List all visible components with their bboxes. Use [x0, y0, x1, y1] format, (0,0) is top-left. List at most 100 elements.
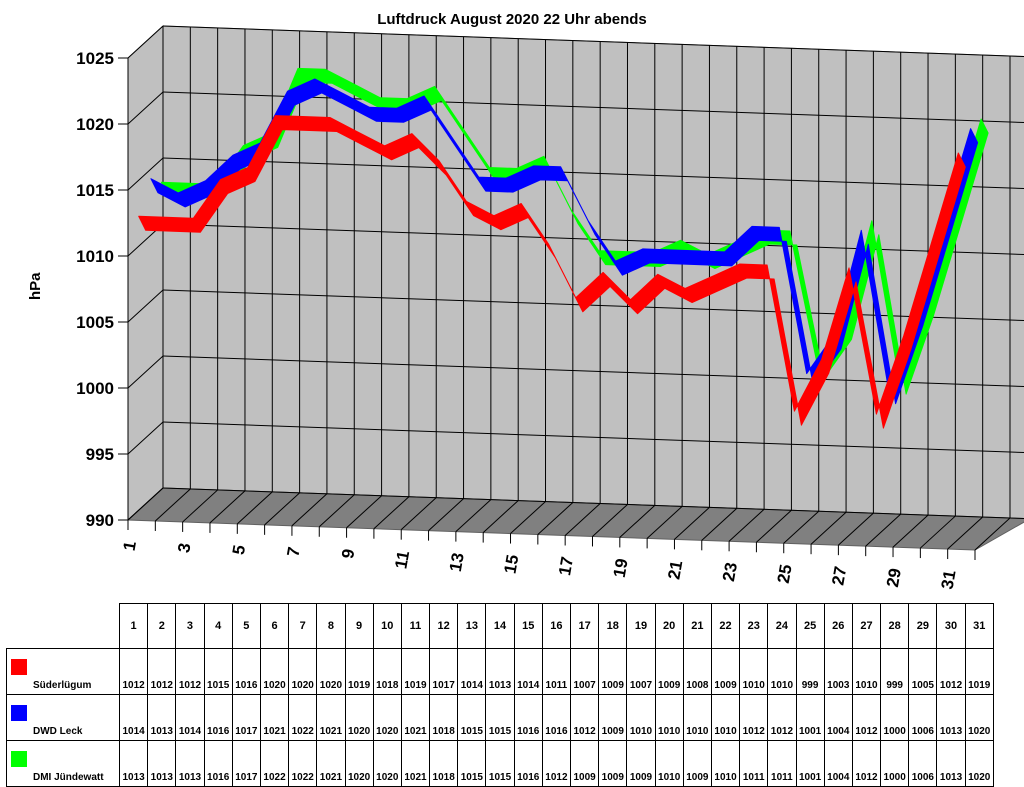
y-tick-label: 1010 [76, 247, 114, 266]
table-cell: 1018 [429, 740, 459, 787]
left-wall [127, 24, 164, 522]
table-header-day: 1 [118, 603, 149, 649]
table-cell: 1000 [880, 740, 910, 787]
table-cell: 1009 [598, 740, 628, 787]
floor-line [619, 505, 656, 538]
table-header-day: 6 [259, 603, 290, 649]
floor-line [756, 509, 792, 543]
table-cell: 1008 [682, 648, 712, 695]
table-cell: 1010 [710, 694, 741, 741]
floor-line [920, 515, 956, 549]
floor-line [236, 491, 273, 525]
floor-line [510, 501, 546, 534]
table-header-day: 8 [316, 603, 346, 649]
table-header-day: 14 [485, 603, 515, 649]
y-tick-label: 990 [86, 511, 114, 530]
table-cell: 1019 [344, 648, 374, 695]
table-cell: 1010 [626, 694, 656, 741]
table-cell: 1012 [851, 694, 882, 741]
table-header-day: 30 [936, 603, 966, 649]
table-cell: 1021 [316, 740, 346, 787]
table-cell: 1016 [541, 694, 572, 741]
table-cell: 1021 [259, 694, 290, 741]
floor-line [127, 487, 164, 521]
table-header-day: 11 [400, 603, 431, 649]
table-cell: 1013 [936, 694, 966, 741]
x-tick-label: 31 [938, 569, 960, 591]
floor-line [701, 507, 738, 541]
table-cell: 1020 [372, 740, 402, 787]
table-cell: 1011 [541, 648, 572, 695]
y-tick-label: 995 [86, 445, 114, 464]
floor-line [646, 506, 683, 539]
table-header-day: 3 [175, 603, 205, 649]
floor-line [373, 496, 410, 530]
table-cell: 1015 [203, 648, 233, 695]
table-cell: 1000 [880, 694, 910, 741]
table-cell: 1009 [710, 648, 741, 695]
x-tick-label: 29 [883, 567, 905, 589]
floor-line [674, 506, 710, 540]
table-cell: 1013 [175, 740, 205, 787]
floor-line [264, 492, 300, 526]
floor-line [892, 514, 929, 548]
table-cell: 1015 [485, 740, 515, 787]
table-cell: 1012 [541, 740, 572, 787]
floor-line [810, 511, 847, 545]
table-cell: 1001 [795, 740, 825, 787]
floor-line [838, 512, 874, 546]
table-cell: 1012 [767, 694, 797, 741]
x-tick-label: 25 [774, 563, 796, 585]
y-tick-label: 1025 [76, 49, 114, 68]
y-tick-label: 1005 [76, 313, 114, 332]
x-tick-label: 3 [174, 542, 194, 555]
table-cell: 1020 [344, 740, 374, 787]
table-cell: 1021 [316, 694, 346, 741]
table-cell: 1016 [513, 694, 543, 741]
table-header-day: 12 [429, 603, 459, 649]
table-header-day: 22 [710, 603, 741, 649]
table-cell: 1010 [851, 648, 882, 695]
gridline-back [162, 355, 1024, 387]
table-cell: 1003 [823, 648, 853, 695]
table-cell: 1012 [851, 740, 882, 787]
floor-line [182, 489, 218, 523]
table-cell: 1009 [598, 648, 628, 695]
table-header-day: 10 [372, 603, 402, 649]
y-tick-label: 1020 [76, 115, 114, 134]
x-tick-label: 19 [610, 557, 632, 579]
table-cell: 1022 [288, 694, 318, 741]
floor-line [482, 500, 519, 533]
table-cell: 1020 [259, 648, 290, 695]
table-cell: 1012 [118, 648, 149, 695]
table-cell: 1010 [654, 740, 684, 787]
table-cell: 1020 [372, 694, 402, 741]
table-cell: 1006 [908, 740, 938, 787]
table-cell: 999 [795, 648, 825, 695]
floor-line [564, 503, 601, 536]
table-cell: 1014 [457, 648, 487, 695]
table-cell: 999 [880, 648, 910, 695]
table-cell: 1012 [739, 694, 769, 741]
table-cell: 1014 [175, 694, 205, 741]
floor-line [455, 499, 492, 532]
table-cell: 1010 [767, 648, 797, 695]
table-cell: 1021 [400, 740, 431, 787]
table-cell: 1011 [739, 740, 769, 787]
table-cell: 1009 [569, 740, 600, 787]
table-cell: 1017 [231, 740, 261, 787]
floor-line [428, 498, 464, 532]
table-cell: 1020 [964, 740, 994, 787]
table-cell: 1009 [654, 648, 684, 695]
legend-label: DWD Leck [33, 726, 83, 737]
table-cell: 1020 [316, 648, 346, 695]
floor-line [974, 517, 1011, 551]
legend-entry: DMI Jündewatt [6, 740, 120, 787]
x-tick-label: 7 [284, 545, 304, 558]
floor-line [291, 493, 328, 527]
table-cell: 1005 [908, 648, 938, 695]
table-header-day: 9 [344, 603, 374, 649]
table-header-day: 26 [823, 603, 853, 649]
legend-label: DMI Jündewatt [33, 772, 104, 783]
